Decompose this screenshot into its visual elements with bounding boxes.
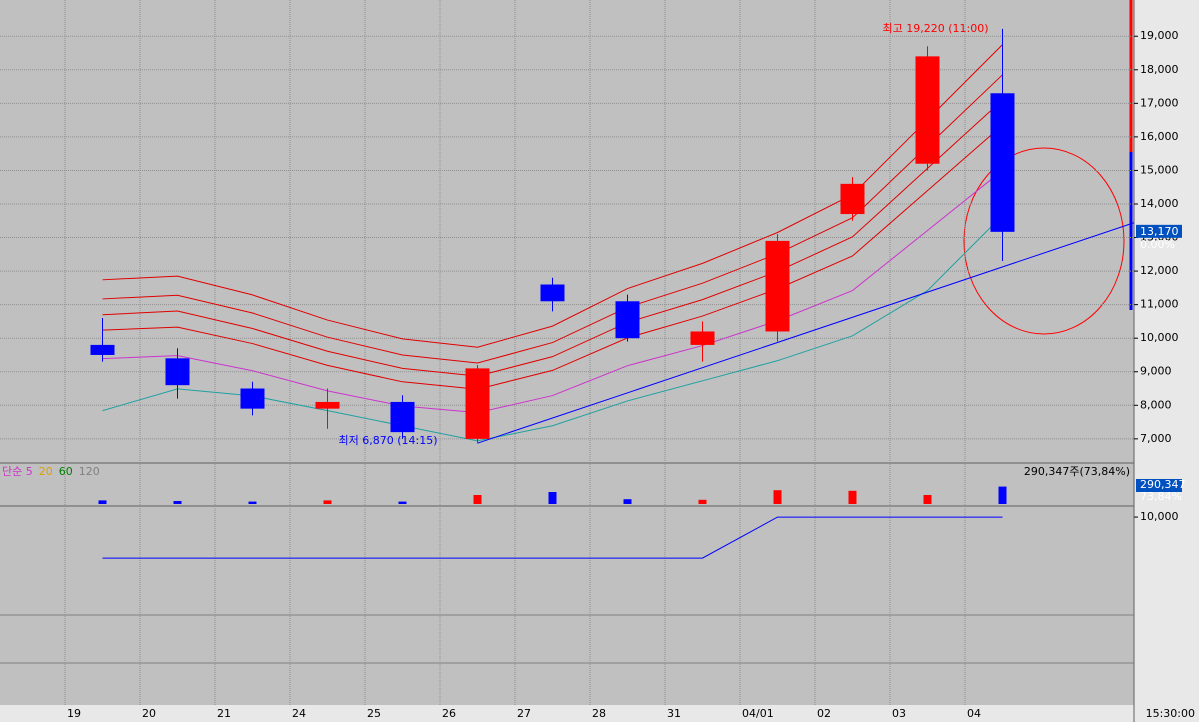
y-tick-label: 15,000 — [1140, 163, 1179, 176]
y-tick-label: 7,000 — [1140, 432, 1172, 445]
envelope-line — [102, 170, 1003, 414]
volume-bar — [623, 499, 632, 504]
volume-bar — [698, 499, 707, 504]
candle-body — [615, 301, 640, 339]
x-tick-label: 04/01 — [742, 707, 774, 720]
y-tick-label: 14,000 — [1140, 197, 1179, 210]
candle-body — [540, 284, 565, 302]
volume-bar — [323, 500, 332, 504]
volume-summary: 290,347주(73,84%) — [1024, 465, 1130, 478]
y-tick-label: 17,000 — [1140, 96, 1179, 109]
legend-item: 120 — [79, 465, 100, 478]
candle-body — [165, 358, 190, 386]
volume-bar — [98, 500, 107, 504]
last-change: 0.00% — [1140, 238, 1175, 251]
x-tick-label: 25 — [367, 707, 381, 720]
candle-body — [990, 93, 1015, 232]
volume-bar — [848, 490, 857, 504]
y-tick-label: 18,000 — [1140, 63, 1179, 76]
price-box — [1136, 224, 1182, 238]
x-tick-label: 26 — [442, 707, 456, 720]
indicator-line — [102, 516, 1003, 559]
annotation: 최고 19,220 (11:00) — [882, 22, 988, 35]
x-tick-label: 20 — [142, 707, 156, 720]
last-price: 13,170 — [1140, 225, 1179, 238]
candle-body — [390, 401, 415, 433]
legend-item: 60 — [59, 465, 73, 478]
x-tick-label: 21 — [217, 707, 231, 720]
y-tick-label: 10,000 — [1140, 331, 1179, 344]
x-axis-bg — [0, 705, 1199, 722]
volume-bar — [248, 501, 257, 504]
y-tick-label: 11,000 — [1140, 298, 1179, 311]
x-tick-label: 31 — [667, 707, 681, 720]
trendline — [477, 222, 1135, 444]
x-tick-label: 03 — [892, 707, 906, 720]
y-tick-label: 9,000 — [1140, 365, 1172, 378]
x-tick-label: 24 — [292, 707, 306, 720]
x-tick-label: 04 — [967, 707, 981, 720]
candle-body — [315, 401, 340, 409]
y-tick-label: 8,000 — [1140, 398, 1172, 411]
y-tick-label: 16,000 — [1140, 130, 1179, 143]
volume-last: 290,347 — [1140, 478, 1186, 491]
volume-bar — [773, 490, 782, 504]
volume-bar — [998, 486, 1007, 504]
candle-body — [915, 56, 940, 164]
envelope-line — [102, 99, 1003, 377]
volume-bar — [398, 501, 407, 504]
volume-bar — [173, 501, 182, 504]
annotation: 최저 6,870 (14:15) — [338, 434, 437, 447]
candle-body — [90, 344, 115, 355]
legend-item: 20 — [39, 465, 53, 478]
y-tick-label: 19,000 — [1140, 29, 1179, 42]
legend-item: 단순 5 — [2, 465, 33, 478]
candle-body — [840, 183, 865, 215]
y-tick-label: 10,000 — [1140, 510, 1179, 523]
x-tick-label: 19 — [67, 707, 81, 720]
x-tick-label: 27 — [517, 707, 531, 720]
volume-bar — [473, 495, 482, 504]
y-tick-label: 12,000 — [1140, 264, 1179, 277]
x-tick-label: 02 — [817, 707, 831, 720]
highlight-circle — [963, 147, 1125, 335]
time-label: 15:30:00 — [1146, 707, 1195, 720]
volume-box — [1136, 479, 1182, 492]
x-tick-label: 28 — [592, 707, 606, 720]
volume-bar — [923, 495, 932, 504]
candle-body — [465, 368, 490, 439]
candle-body — [240, 388, 265, 409]
right-axis-bg — [1134, 0, 1199, 722]
envelope-line — [102, 124, 1003, 390]
volume-ratio: 73,84% — [1140, 490, 1182, 503]
volume-bar — [548, 492, 557, 504]
candle-body — [690, 331, 715, 345]
candle-body — [765, 240, 790, 332]
